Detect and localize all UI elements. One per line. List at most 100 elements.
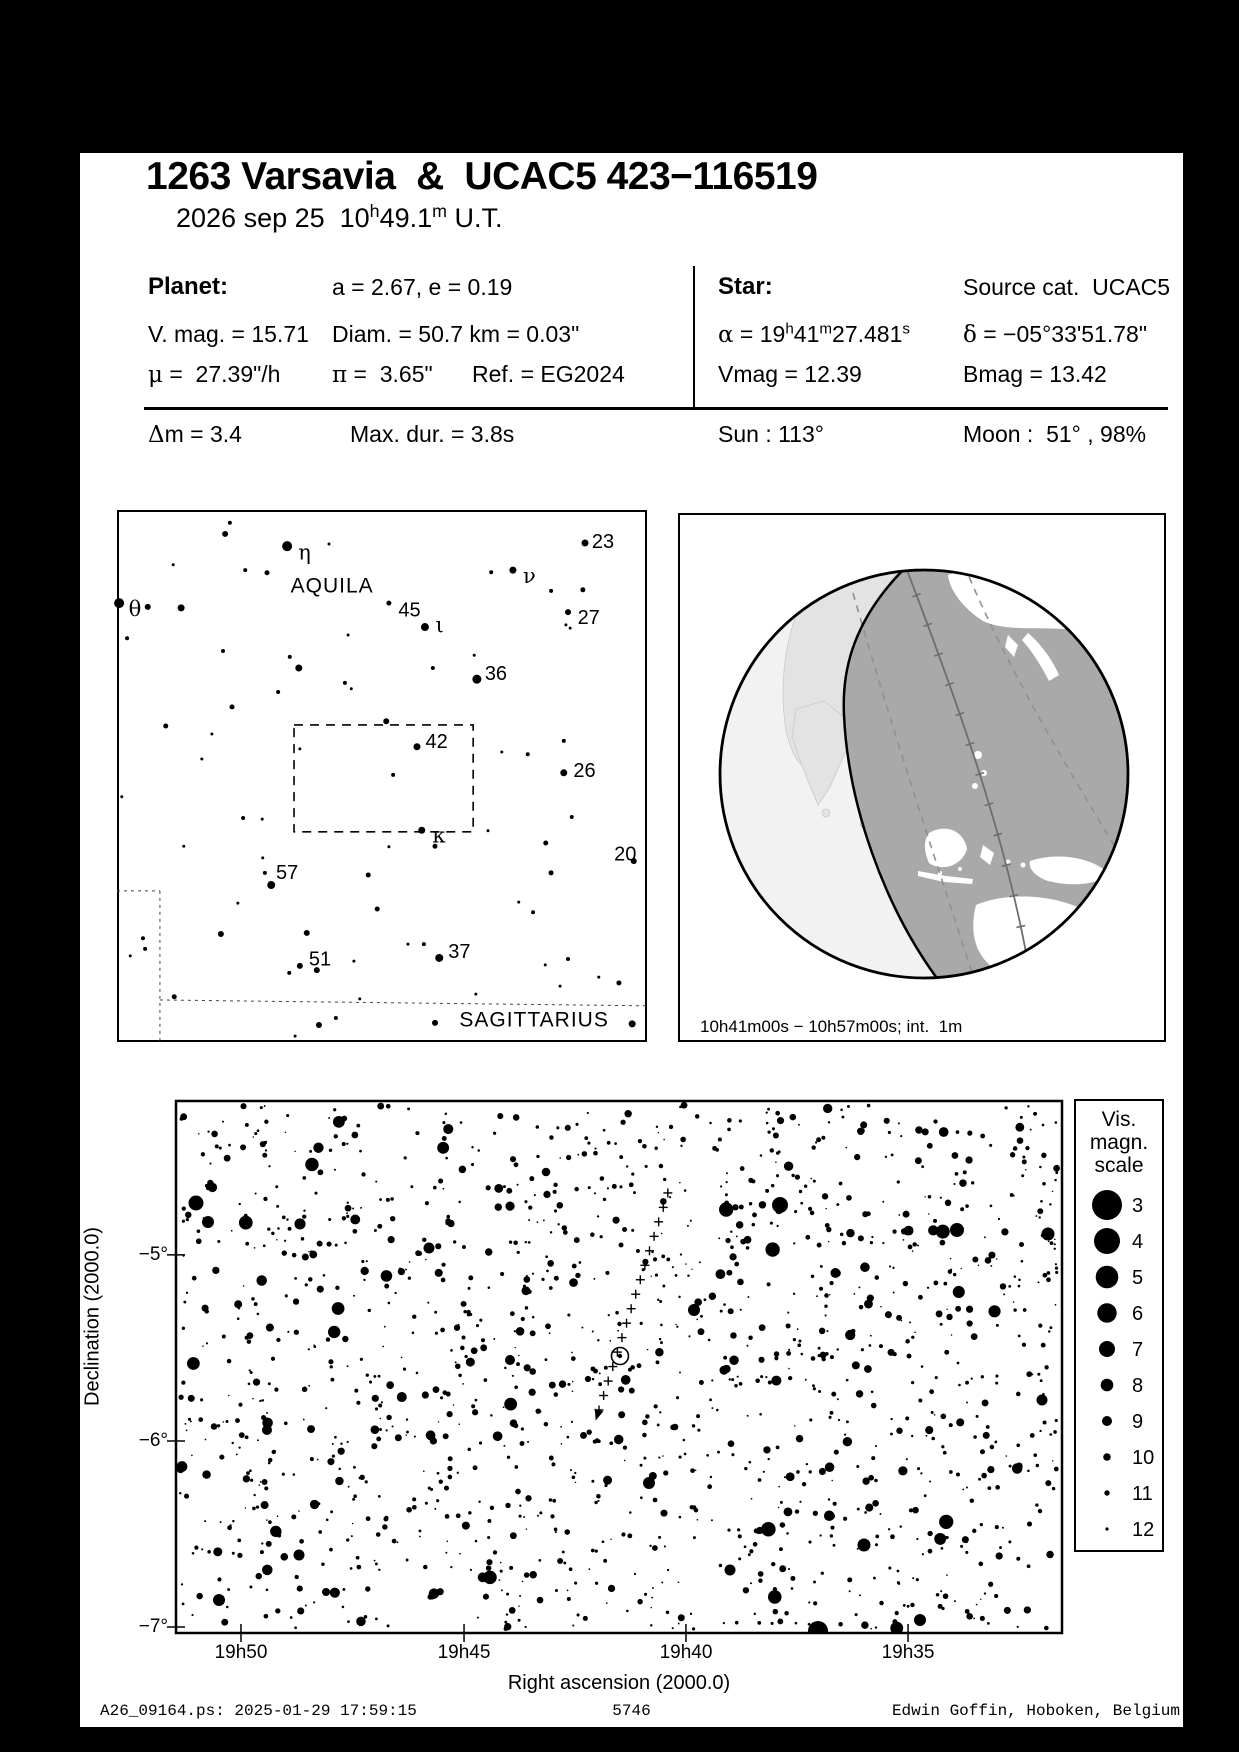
field-star (327, 542, 331, 546)
legend-magnitude-value: 10 (1132, 1447, 1154, 1469)
x-axis-title: Right ascension (2000.0) (507, 1672, 731, 1694)
legend-magnitude-value: 5 (1132, 1267, 1143, 1289)
field-star (597, 975, 601, 979)
field-star (346, 633, 350, 637)
star-label: ν (523, 564, 536, 588)
field-star (295, 664, 303, 672)
legend-border (1074, 1099, 1164, 1552)
field-star (287, 654, 292, 659)
bright-star (213, 1594, 225, 1606)
labeled-star (630, 858, 637, 865)
legend-magnitude-dot (1100, 1378, 1114, 1392)
field-star (313, 967, 320, 974)
legend-magnitude-value: 9 (1132, 1411, 1143, 1433)
legend-magnitude-dot (1102, 1416, 1112, 1426)
field-star (430, 666, 435, 671)
star-dec: δ = −05°33'51.78" (963, 321, 1147, 348)
chart-border (174, 1099, 1064, 1635)
field-star (182, 844, 186, 848)
field-star (531, 910, 536, 915)
labeled-star (509, 566, 517, 574)
star-bmag: Bmag = 13.42 (963, 361, 1107, 387)
magnitude-scale-legend: Vis.magn.scale 3 4 5 6 7 8 9 10 11 12 (1074, 1099, 1164, 1552)
star-label: 42 (425, 731, 447, 753)
star-label: 27 (578, 607, 600, 629)
print-page: 1263 Varsavia & UCAC5 423−116519 2026 se… (80, 153, 1183, 1727)
legend-magnitude-dot (1103, 1453, 1111, 1461)
legend-magnitude-dot (1097, 1303, 1117, 1323)
dec-tick-label-m6: −6° (138, 1430, 168, 1451)
target-star-circle (610, 1346, 630, 1366)
field-star (222, 530, 229, 537)
sun-elongation: Sun : 113° (718, 421, 824, 447)
terminator-line (842, 571, 938, 977)
constellation-name: SAGITTARIUS (459, 1009, 608, 1032)
field-star (243, 568, 248, 573)
star-label: 26 (573, 760, 595, 782)
dec-tick-label-m7: −7° (138, 1616, 168, 1637)
bright-star (1036, 1394, 1048, 1406)
field-star (177, 604, 185, 612)
footer-page-number: 5746 (612, 1702, 651, 1720)
field-star (264, 570, 270, 576)
field-star (406, 942, 410, 946)
table-rule (144, 407, 1168, 410)
field-star (349, 687, 353, 691)
earth-outline (718, 568, 1130, 980)
field-star (580, 587, 586, 593)
field-star (200, 757, 204, 761)
planet-proper-motion: μ = 27.39"/h (148, 361, 281, 388)
labeled-star (418, 826, 426, 834)
bright-star (808, 1621, 828, 1632)
star-label: 37 (448, 941, 470, 963)
field-star (432, 843, 438, 849)
field-star (217, 931, 224, 938)
bright-star (262, 1425, 272, 1435)
field-star (241, 816, 246, 821)
labeled-star (386, 600, 392, 606)
bright-star (914, 1614, 926, 1626)
track-limit-dashed-lines (852, 571, 1127, 977)
star-label: Star: (718, 273, 773, 300)
field-star (221, 648, 225, 653)
footer-author: Edwin Goffin, Hoboken, Belgium (891, 1702, 1180, 1720)
dec-tick-label-m5: −5° (138, 1244, 168, 1265)
star-label: 51 (309, 948, 331, 970)
field-star (558, 984, 562, 988)
star-label: 23 (592, 531, 614, 553)
star-label: κ (432, 824, 445, 848)
ra-tick-label-19h40: 19h40 (659, 1642, 713, 1663)
star-ra: α = 19h41m27.481s (718, 320, 910, 348)
bright-star (724, 1564, 736, 1576)
field-star (486, 829, 490, 833)
field-star (171, 563, 175, 567)
globe-occultation-track-map (678, 513, 1166, 1042)
max-duration: Max. dur. = 3.8s (350, 421, 515, 447)
field-star (472, 653, 476, 657)
table-divider (693, 266, 695, 409)
field-star (236, 901, 240, 905)
field-star (474, 992, 478, 996)
star-vmag: Vmag = 12.39 (718, 361, 862, 387)
field-star (298, 747, 302, 751)
ra-tick-label-19h35: 19h35 (881, 1642, 935, 1663)
star-field-chart (167, 1099, 1064, 1642)
planet-label: Planet: (148, 273, 229, 300)
legend-magnitude-dot (1104, 1490, 1110, 1496)
path-direction-arrow (594, 1408, 604, 1421)
asteroid-path-marks (594, 1188, 673, 1421)
moon-elongation-illumination: Moon : 51° , 98% (963, 421, 1147, 447)
magnitude-drop: Δm = 3.4 (148, 421, 242, 448)
legend-magnitude-value: 11 (1132, 1483, 1153, 1505)
field-star (229, 704, 235, 710)
random-star-field (177, 1102, 1060, 1632)
field-star (261, 856, 265, 860)
field-star (569, 814, 574, 819)
finder-chart-border (117, 510, 647, 1042)
field-star (383, 718, 390, 725)
field-star (140, 936, 145, 941)
legend-title-line: scale (1094, 1154, 1143, 1177)
legend-magnitude-dot (1094, 1228, 1120, 1254)
occultation-track (900, 571, 1036, 977)
legend-magnitude-value: 8 (1132, 1375, 1143, 1397)
